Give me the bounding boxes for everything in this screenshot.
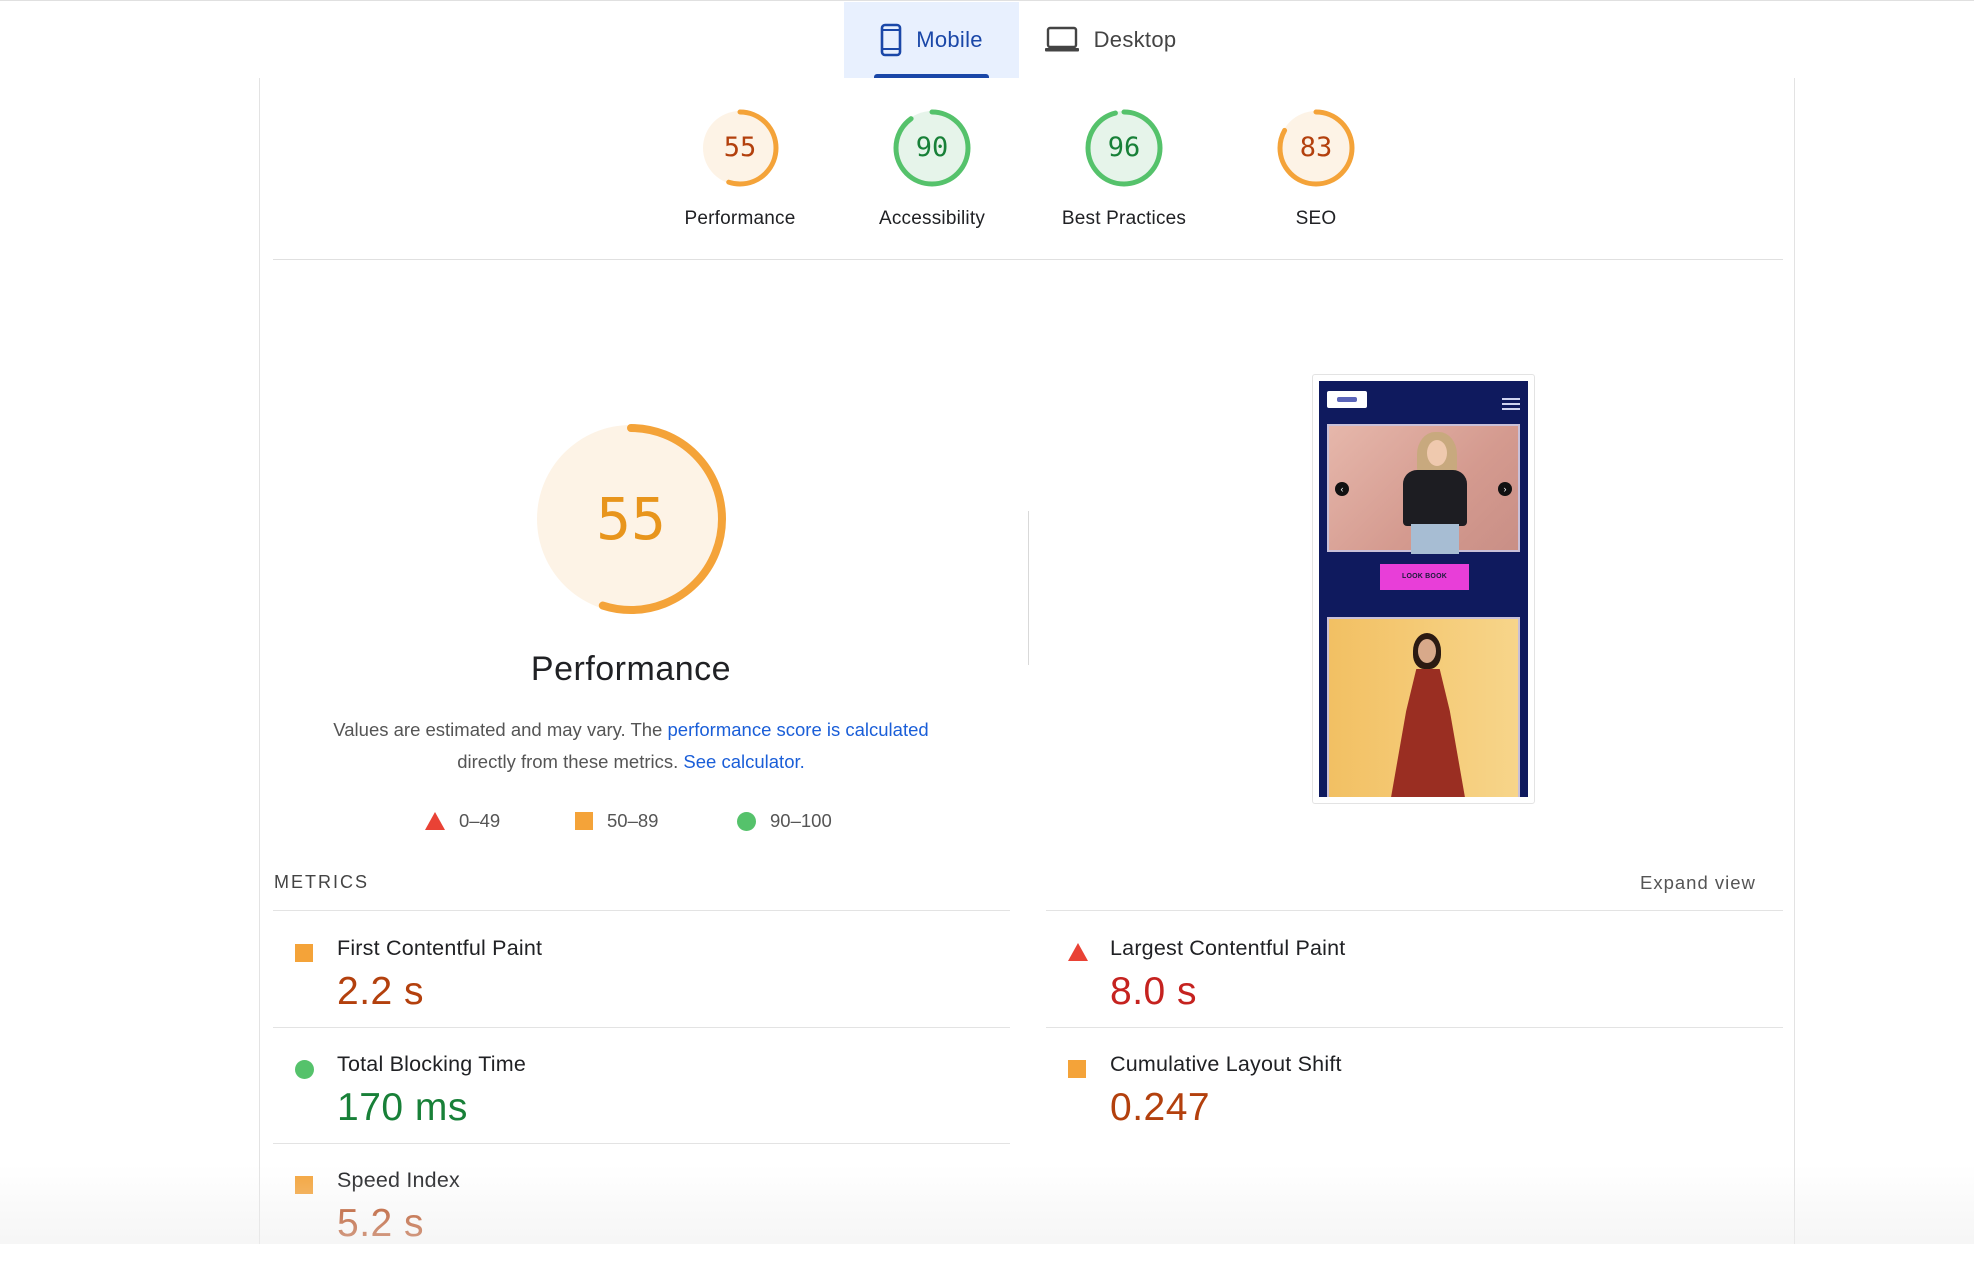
gauge-score: 55 [723,132,757,163]
metrics-heading: METRICS [274,872,369,892]
vertical-divider [1028,511,1029,665]
legend-fail: 0–49 [425,808,500,834]
description-text: Values are estimated and may vary. The [333,719,668,740]
tab-desktop-label: Desktop [1093,27,1177,52]
gauge-score: 96 [1107,132,1141,163]
see-calculator-link[interactable]: See calculator. [683,751,805,772]
gauge-score: 83 [1299,132,1333,163]
gauge-performance[interactable]: 55 Performance [665,108,815,230]
tab-mobile-label: Mobile [916,27,983,52]
performance-description: Values are estimated and may vary. The p… [331,714,931,778]
metric-name: First Contentful Paint [337,936,543,960]
site-logo [1327,391,1367,408]
metric-speed-index: Speed Index 5.2 s [273,1150,973,1266]
legend-pass: 90–100 [737,808,832,834]
product-image [1327,617,1520,797]
metric-cumulative-layout-shift: Cumulative Layout Shift 0.247 [1046,1034,1746,1150]
metric-name: Speed Index [337,1168,460,1192]
gauge-ring: 83 [1276,108,1356,188]
legend-pass-label: 90–100 [770,810,832,831]
metric-value: 5.2 s [337,1202,425,1245]
metric-value: 2.2 s [337,970,425,1013]
square-icon [295,1176,313,1194]
metric-value: 0.247 [1110,1086,1211,1129]
hero-slide-image: ‹ › [1327,424,1520,554]
expand-view-button[interactable]: Expand view [1640,872,1756,893]
circle-icon [737,811,756,831]
gauge-label: Accessibility [878,208,986,229]
gauge-label: SEO [1295,208,1337,229]
top-border [0,0,1974,1]
description-text: directly from these metrics. [457,751,684,772]
gauge-accessibility[interactable]: 90 Accessibility [857,108,1007,230]
score-calculated-link[interactable]: performance score is calculated [667,719,929,740]
metric-total-blocking-time: Total Blocking Time 170 ms [273,1034,973,1150]
metrics-divider [1046,1027,1783,1028]
metrics-divider [1046,910,1783,911]
metric-name: Largest Contentful Paint [1110,936,1346,960]
gauge-seo[interactable]: 83 SEO [1241,108,1391,230]
performance-gauge-large: 55 [531,419,731,619]
gauge-label: Best Practices [1061,208,1187,229]
hamburger-icon [1502,398,1520,413]
active-tab-indicator [874,74,989,78]
metrics-divider [273,1143,1010,1144]
metrics-divider [273,910,1010,911]
performance-title: Performance [530,650,732,688]
gauge-label: Performance [684,208,796,229]
performance-score-large: 55 [596,485,666,553]
page-screenshot-thumbnail: ‹ › LOOK BOOK [1312,374,1535,804]
metric-largest-contentful-paint: Largest Contentful Paint 8.0 s [1046,918,1746,1034]
tab-mobile[interactable]: Mobile [844,2,1019,78]
legend-fail-label: 0–49 [459,810,501,831]
chevron-right-icon: › [1498,482,1512,496]
metric-value: 8.0 s [1110,970,1198,1013]
square-icon [575,812,593,830]
metric-value: 170 ms [337,1086,468,1129]
gauge-ring: 96 [1084,108,1164,188]
chevron-left-icon: ‹ [1335,482,1349,496]
gauge-ring: 90 [892,108,972,188]
circle-icon [295,1060,314,1079]
gauge-ring: 55 [700,108,780,188]
metric-first-contentful-paint: First Contentful Paint 2.2 s [273,918,973,1034]
metric-name: Total Blocking Time [337,1052,527,1076]
legend-average: 50–89 [575,808,658,834]
metric-name: Cumulative Layout Shift [1110,1052,1342,1076]
gauge-score: 90 [915,132,949,163]
gauges-divider [273,259,1783,260]
tab-desktop[interactable]: Desktop [1030,2,1190,78]
report-frame [259,78,1795,1244]
triangle-icon [425,812,445,830]
phone-icon [880,23,902,57]
laptop-icon [1044,26,1080,54]
screenshot-viewport: ‹ › LOOK BOOK [1319,381,1528,797]
square-icon [295,944,313,962]
gauge-best-practices[interactable]: 96 Best Practices [1049,108,1199,230]
triangle-icon [1068,943,1088,961]
square-icon [1068,1060,1086,1078]
look-book-button: LOOK BOOK [1380,564,1469,590]
legend-average-label: 50–89 [607,810,659,831]
metrics-divider [273,1027,1010,1028]
